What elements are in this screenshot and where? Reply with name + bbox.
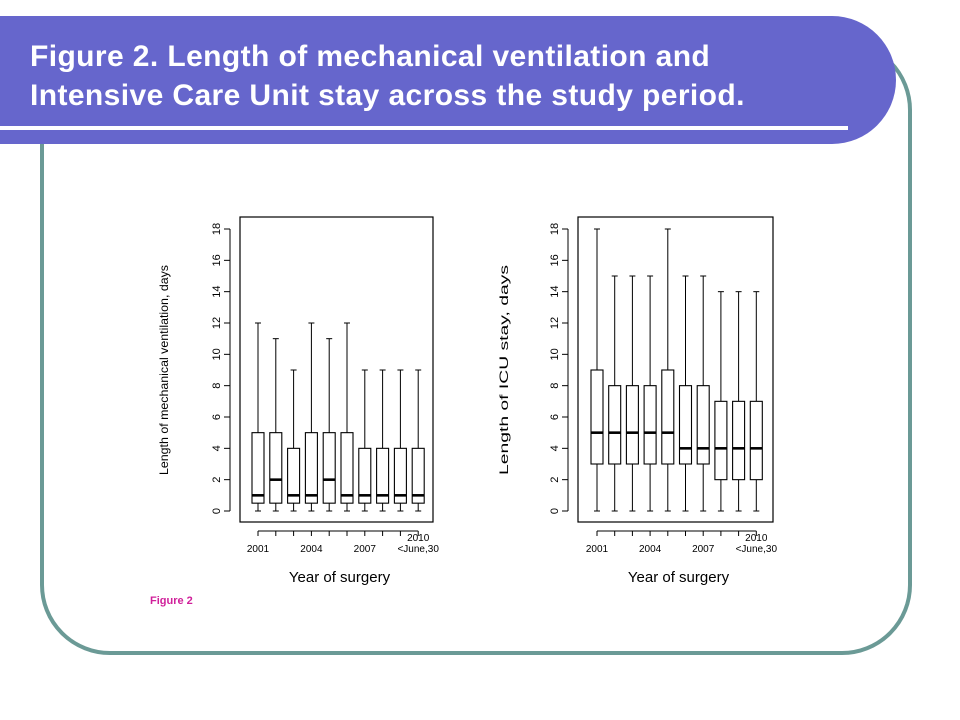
plot-frame (239, 216, 434, 523)
x-axis-label: Year of surgery (628, 569, 730, 586)
box-6 (340, 322, 354, 512)
box-2 (269, 338, 283, 512)
y-tick-label: 2 (211, 477, 223, 483)
box-1 (251, 322, 265, 512)
box-9 (732, 291, 746, 512)
x-axis-label: Year of surgery (289, 569, 391, 586)
y-tick-label: 4 (211, 445, 223, 451)
box-iqr (304, 432, 318, 504)
box-iqr (732, 400, 746, 481)
x-tick-label: 2010 (745, 533, 768, 544)
x-tick-label: 2001 (586, 544, 609, 555)
box-1 (590, 228, 604, 512)
x-tick-label: <June,30 (736, 544, 778, 555)
y-tick-label: 18 (549, 223, 561, 235)
box-9 (393, 369, 407, 512)
box-5 (322, 338, 336, 512)
y-tick-label: 4 (549, 445, 561, 451)
box-2 (608, 275, 622, 512)
y-tick-label: 18 (211, 223, 223, 235)
box-iqr (411, 447, 425, 504)
box-8 (714, 291, 728, 512)
box-5 (661, 228, 675, 512)
box-3 (287, 369, 301, 512)
boxplot-2: 0 2 4 6 8 10 12 14 16 18 Length of ICU stay, days 2… (497, 216, 778, 586)
y-tick-label: 6 (549, 414, 561, 420)
box-iqr (643, 385, 657, 465)
y-tick-label: 6 (211, 414, 223, 420)
box-4 (643, 275, 657, 512)
box-6 (678, 275, 693, 512)
y-axis-label: Length of ICU stay, days (497, 265, 511, 475)
box-iqr (678, 385, 693, 465)
box-iqr (590, 369, 604, 465)
y-tick-label: 8 (549, 383, 561, 389)
y-tick-label: 10 (549, 348, 561, 360)
y-tick-label: 10 (211, 348, 223, 360)
slide-title: Figure 2. Length of mechanical ventilati… (30, 37, 880, 115)
y-tick-label: 14 (211, 286, 223, 298)
box-iqr (340, 432, 354, 504)
box-iqr (714, 400, 728, 481)
y-tick-label: 0 (211, 508, 223, 514)
slide-title-line-1: Figure 2. Length of mechanical ventilati… (30, 40, 711, 73)
box-8 (376, 369, 390, 512)
y-axis-label: Length of mechanical ventilation, days (157, 265, 171, 475)
y-tick-label: 14 (549, 286, 561, 298)
x-tick-label: 2001 (247, 544, 270, 555)
x-tick-label: 2010 (407, 533, 430, 544)
box-iqr (696, 385, 710, 465)
box-iqr (749, 400, 763, 481)
y-tick-label: 2 (549, 477, 561, 483)
box-7 (358, 369, 372, 512)
y-tick-label: 12 (549, 317, 561, 329)
y-tick-label: 0 (549, 508, 561, 514)
y-tick-label: 16 (211, 254, 223, 266)
slide-title-line-2: Intensive Care Unit stay across the stud… (30, 79, 745, 112)
box-iqr (322, 432, 336, 504)
box-iqr (251, 432, 265, 504)
x-tick-label: 2004 (300, 544, 323, 555)
box-iqr (376, 447, 390, 504)
box-4 (304, 322, 318, 512)
box-iqr (269, 432, 283, 504)
x-tick-label: 2007 (692, 544, 715, 555)
plot-frame (577, 216, 774, 523)
y-tick-label: 16 (549, 254, 561, 266)
title-underline (0, 126, 848, 130)
title-banner (0, 16, 896, 144)
box-iqr (625, 385, 639, 465)
y-tick-label: 8 (211, 383, 223, 389)
box-10 (411, 369, 425, 512)
box-iqr (393, 447, 407, 504)
box-3 (625, 275, 639, 512)
box-iqr (608, 385, 622, 465)
x-tick-label: 2007 (354, 544, 377, 555)
y-tick-label: 12 (211, 317, 223, 329)
box-iqr (661, 369, 675, 465)
box-iqr (358, 447, 372, 504)
x-tick-label: <June,30 (397, 544, 439, 555)
figure-caption: Figure 2 (150, 595, 193, 607)
x-tick-label: 2004 (639, 544, 662, 555)
box-7 (696, 275, 710, 512)
box-iqr (287, 447, 301, 504)
boxplot-1: 0 2 4 6 8 10 12 14 16 18 Length of mechanical vent… (157, 216, 439, 586)
box-10 (749, 291, 763, 512)
